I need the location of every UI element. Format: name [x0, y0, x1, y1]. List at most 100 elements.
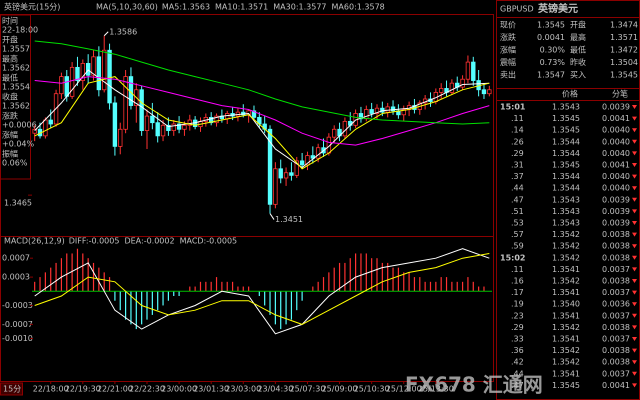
tick-price: 1.3544	[552, 172, 580, 181]
candle-body	[385, 106, 390, 113]
tick-price: 1.3542	[552, 277, 580, 286]
tick-change: 0.0037	[602, 265, 630, 274]
x-tick-label: 25/10:30	[354, 385, 390, 394]
tick-header: 分笔	[612, 89, 628, 99]
candle-body	[59, 76, 64, 95]
tab[interactable]	[0, 382, 23, 396]
candle-body	[112, 102, 118, 147]
tick-change: 0.0039	[602, 219, 630, 228]
tick-price: 1.3541	[552, 288, 580, 297]
down-arrow	[632, 302, 637, 307]
annotation: 1.3586	[109, 27, 137, 36]
legend-title: MA(5,10,30,60)	[96, 3, 158, 12]
candle-body	[91, 56, 96, 76]
tick-change: 0.0037	[602, 311, 630, 320]
tab-label[interactable]: 15分	[3, 385, 21, 394]
quote-name: 英镑美元	[537, 2, 578, 15]
down-arrow	[632, 232, 637, 237]
tick-price: 1.3542	[552, 346, 580, 355]
legend-entry: MACD:-0.0005	[180, 237, 238, 246]
candle-body	[75, 66, 80, 81]
down-arrow	[632, 313, 637, 318]
tick-time: .11	[511, 114, 524, 123]
legend-entry: MA5:1.3563	[162, 3, 210, 12]
info-box	[0, 14, 31, 180]
tick-price: 1.3540	[552, 300, 580, 309]
down-arrow	[632, 360, 637, 365]
tick-time: .17	[511, 288, 524, 297]
quote-value: 0.30%	[540, 46, 566, 55]
quote-label: 最高	[570, 32, 586, 42]
info-label: 最低	[2, 73, 18, 83]
y-tick-label: 1.3465	[4, 199, 32, 208]
quote-value: 0.73%	[540, 58, 566, 67]
tick-time: .14	[511, 126, 524, 135]
down-arrow	[632, 209, 637, 214]
candle-body	[214, 115, 219, 124]
candle-body	[150, 115, 155, 124]
info-value: 1.3554	[2, 83, 30, 92]
legend-entry: DEA:-0.0002	[124, 237, 174, 246]
quote-label: 开盘	[570, 20, 586, 30]
candle-body	[187, 119, 192, 126]
candle-body	[342, 120, 348, 137]
candle-body	[85, 63, 91, 76]
tick-price: 1.3543	[552, 207, 580, 216]
info-value: 22-18:00	[2, 26, 38, 35]
tick-price: 1.3542	[552, 230, 580, 239]
candle-body	[487, 89, 492, 95]
tick-time: .37	[511, 172, 524, 181]
candle-body	[299, 160, 305, 166]
tick-time: .47	[511, 195, 524, 204]
info-value: +0.04%	[2, 140, 35, 149]
candle-body	[278, 168, 283, 179]
tick-time: 15:01	[500, 103, 526, 112]
quote-label: 卖出	[500, 70, 516, 80]
x-tick-label: 22/21:00	[97, 385, 133, 394]
tick-change: 0.0041	[602, 161, 630, 170]
candle-body	[80, 63, 86, 81]
down-arrow	[632, 221, 637, 225]
info-label: 收盘	[2, 92, 18, 102]
down-arrow	[632, 186, 637, 191]
quote-label: 买入	[570, 71, 586, 80]
candle-body	[390, 106, 396, 112]
annotation-line	[103, 31, 109, 37]
candle-body	[358, 113, 364, 120]
tick-change: 0.0041	[602, 381, 630, 390]
candle-body	[102, 49, 107, 91]
tick-change: 0.0040	[602, 149, 630, 158]
candle-body	[107, 49, 112, 104]
tick-time: .31	[511, 161, 524, 170]
candle-body	[160, 124, 166, 137]
x-tick-label: 22/22:30	[129, 385, 165, 394]
down-arrow	[632, 116, 637, 121]
ma-line	[34, 76, 490, 146]
tick-price: 1.3543	[552, 103, 580, 112]
down-arrow	[632, 267, 637, 272]
candle-body	[267, 128, 273, 205]
ma-line	[34, 253, 490, 325]
info-value: 1.3562	[2, 102, 30, 111]
quote-value: 1.3504	[610, 58, 638, 67]
tick-change: 0.0039	[602, 103, 630, 112]
candle-body	[460, 78, 465, 88]
x-tick-label: 23/03:00	[225, 385, 261, 394]
ma-line	[34, 76, 490, 170]
tick-price: 1.3544	[552, 137, 580, 146]
candle-body	[32, 128, 37, 134]
down-arrow	[632, 151, 637, 156]
candle-body	[251, 110, 257, 118]
info-label: 涨跌	[2, 111, 18, 121]
tick-header: 价格	[562, 89, 578, 99]
tick-time: .44	[511, 184, 524, 193]
tick-change: 0.0039	[602, 207, 630, 216]
down-arrow	[632, 128, 637, 133]
quote-label: 震幅	[500, 57, 516, 67]
candle-body	[208, 117, 214, 124]
period: (15分)	[36, 3, 60, 12]
candle-body	[289, 172, 294, 176]
legend-entry: MA30:1.3577	[273, 3, 326, 12]
